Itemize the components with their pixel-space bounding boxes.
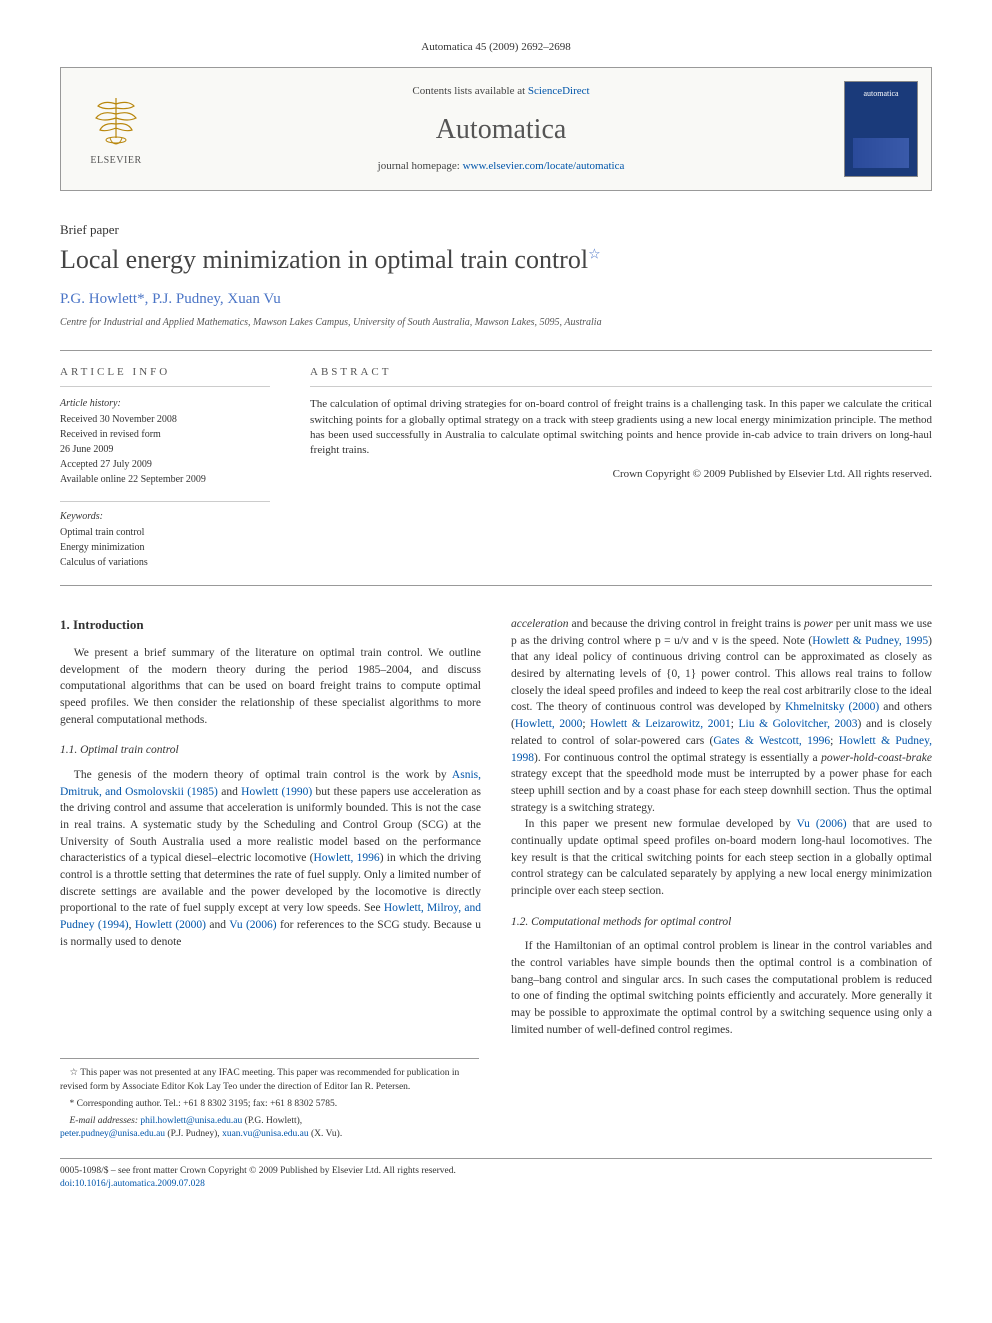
affiliation: Centre for Industrial and Applied Mathem… xyxy=(60,316,932,330)
ref-khmelnitsky-2000[interactable]: Khmelnitsky (2000) xyxy=(785,701,879,713)
t: and xyxy=(218,786,241,798)
history-label: Article history: xyxy=(60,397,270,411)
t: (P.G. Howlett), xyxy=(242,1116,302,1126)
homepage-line: journal homepage: www.elsevier.com/locat… xyxy=(181,159,821,174)
article-info-col: ARTICLE INFO Article history: Received 3… xyxy=(60,365,290,571)
homepage-prefix: journal homepage: xyxy=(378,160,463,172)
keywords-label: Keywords: xyxy=(60,501,270,524)
cover-thumb-art xyxy=(853,138,909,168)
homepage-link[interactable]: www.elsevier.com/locate/automatica xyxy=(463,160,625,172)
article-title: Local energy minimization in optimal tra… xyxy=(60,244,932,275)
abstract-text: The calculation of optimal driving strat… xyxy=(310,397,932,459)
keyword-2: Energy minimization xyxy=(60,541,270,555)
info-abstract-row: ARTICLE INFO Article history: Received 3… xyxy=(60,350,932,586)
right-column: acceleration and because the driving con… xyxy=(511,616,932,1038)
abstract-col: ABSTRACT The calculation of optimal driv… xyxy=(290,365,932,571)
publisher-name: ELSEVIER xyxy=(90,154,141,168)
email-vu[interactable]: xuan.vu@unisa.edu.au xyxy=(222,1129,309,1139)
ref-howlett-1990[interactable]: Howlett (1990) xyxy=(241,786,312,798)
contents-line: Contents lists available at ScienceDirec… xyxy=(181,84,821,99)
history-received: Received 30 November 2008 xyxy=(60,413,270,427)
t: In this paper we present new formulae de… xyxy=(525,818,797,830)
journal-name: Automatica xyxy=(181,110,821,149)
intro-paragraph: We present a brief summary of the litera… xyxy=(60,645,481,728)
p12: If the Hamiltonian of an optimal control… xyxy=(511,938,932,1038)
ref-gates-westcott-1996[interactable]: Gates & Westcott, 1996 xyxy=(713,735,830,747)
t: ; xyxy=(582,718,590,730)
journal-banner: ELSEVIER Contents lists available at Sci… xyxy=(60,67,932,191)
footnote-corresponding: * Corresponding author. Tel.: +61 8 8302… xyxy=(60,1098,479,1111)
t: strategy except that the speedhold mode … xyxy=(511,768,932,813)
ref-vu-2006b[interactable]: Vu (2006) xyxy=(797,818,847,830)
history-revised-label: Received in revised form xyxy=(60,428,270,442)
sciencedirect-link[interactable]: ScienceDirect xyxy=(528,85,590,97)
phcb-word: power-hold-coast-brake xyxy=(821,752,932,764)
title-footnote-marker: ☆ xyxy=(588,247,601,262)
title-text: Local energy minimization in optimal tra… xyxy=(60,245,588,274)
footnote-emails: E-mail addresses: phil.howlett@unisa.edu… xyxy=(60,1115,479,1142)
section-1-heading: 1. Introduction xyxy=(60,616,481,635)
history-online: Available online 22 September 2009 xyxy=(60,473,270,487)
cover-thumbnail: automatica xyxy=(844,81,918,177)
article-info-heading: ARTICLE INFO xyxy=(60,365,270,387)
body-columns: 1. Introduction We present a brief summa… xyxy=(60,616,932,1038)
subsection-1-1-heading: 1.1. Optimal train control xyxy=(60,742,481,759)
keyword-3: Calculus of variations xyxy=(60,556,270,570)
email-label: E-mail addresses: xyxy=(70,1116,141,1126)
history-revised-date: 26 June 2009 xyxy=(60,443,270,457)
t: and xyxy=(206,919,229,931)
t: (P.J. Pudney), xyxy=(165,1129,222,1139)
ref-howlett-1996[interactable]: Howlett, 1996 xyxy=(313,852,379,864)
running-head: Automatica 45 (2009) 2692–2698 xyxy=(60,40,932,55)
p11a: The genesis of the modern theory of opti… xyxy=(60,767,481,950)
article-type: Brief paper xyxy=(60,221,932,239)
abstract-copyright: Crown Copyright © 2009 Published by Else… xyxy=(310,467,932,482)
subsection-1-2-heading: 1.2. Computational methods for optimal c… xyxy=(511,914,932,931)
banner-center: Contents lists available at ScienceDirec… xyxy=(171,68,831,190)
t: ). For continuous control the optimal st… xyxy=(534,752,821,764)
ref-howlett-pudney-1995[interactable]: Howlett & Pudney, 1995 xyxy=(812,635,928,647)
ref-liu-golovitcher-2003[interactable]: Liu & Golovitcher, 2003 xyxy=(739,718,858,730)
accel-word: acceleration xyxy=(511,618,568,630)
footer-copyright: 0005-1098/$ – see front matter Crown Cop… xyxy=(60,1166,456,1176)
page-footer: 0005-1098/$ – see front matter Crown Cop… xyxy=(60,1158,932,1192)
keyword-1: Optimal train control xyxy=(60,526,270,540)
col2-p2: In this paper we present new formulae de… xyxy=(511,816,932,899)
ref-howlett-2000a[interactable]: Howlett (2000) xyxy=(135,919,206,931)
publisher-block: ELSEVIER xyxy=(61,68,171,190)
ref-vu-2006a[interactable]: Vu (2006) xyxy=(229,919,276,931)
doi-link[interactable]: doi:10.1016/j.automatica.2009.07.028 xyxy=(60,1179,205,1189)
t: and because the driving control in freig… xyxy=(568,618,804,630)
contents-prefix: Contents lists available at xyxy=(412,85,527,97)
ref-howlett-2000b[interactable]: Howlett, 2000 xyxy=(515,718,583,730)
email-howlett[interactable]: phil.howlett@unisa.edu.au xyxy=(140,1116,242,1126)
elsevier-logo-icon xyxy=(86,90,146,150)
history-accepted: Accepted 27 July 2009 xyxy=(60,458,270,472)
col2-p1: acceleration and because the driving con… xyxy=(511,616,932,816)
left-column: 1. Introduction We present a brief summa… xyxy=(60,616,481,1038)
cover-thumb-wrap: automatica xyxy=(831,68,931,190)
footnotes: ☆ This paper was not presented at any IF… xyxy=(60,1058,479,1141)
authors: P.G. Howlett*, P.J. Pudney, Xuan Vu xyxy=(60,289,932,310)
footnote-presentation: ☆ This paper was not presented at any IF… xyxy=(60,1067,479,1094)
power-word: power xyxy=(804,618,833,630)
cover-thumb-label: automatica xyxy=(845,88,917,99)
t: ; xyxy=(731,718,739,730)
abstract-heading: ABSTRACT xyxy=(310,365,932,387)
t: The genesis of the modern theory of opti… xyxy=(74,769,452,781)
t: If the Hamiltonian of an optimal control… xyxy=(511,940,932,1035)
t: (X. Vu). xyxy=(309,1129,343,1139)
email-pudney[interactable]: peter.pudney@unisa.edu.au xyxy=(60,1129,165,1139)
t: ; xyxy=(830,735,839,747)
ref-howlett-leizarowitz-2001[interactable]: Howlett & Leizarowitz, 2001 xyxy=(590,718,731,730)
